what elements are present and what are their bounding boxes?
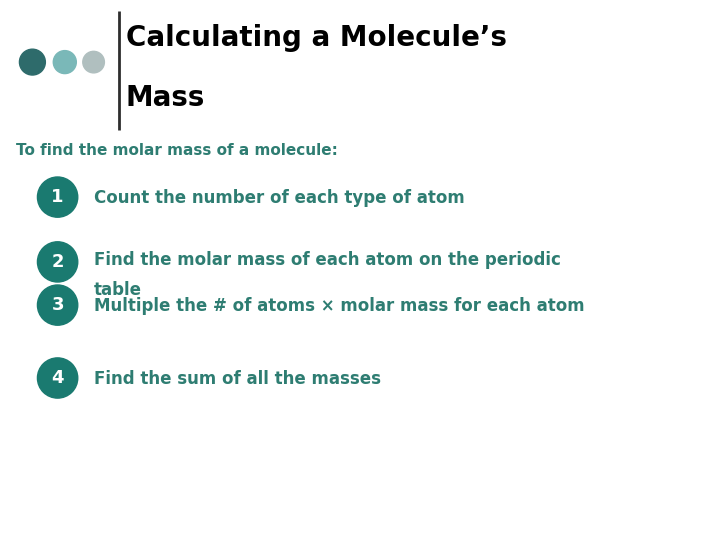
Ellipse shape bbox=[37, 177, 78, 217]
Text: Find the sum of all the masses: Find the sum of all the masses bbox=[94, 370, 381, 388]
Text: To find the molar mass of a molecule:: To find the molar mass of a molecule: bbox=[16, 143, 338, 158]
Text: 4: 4 bbox=[51, 369, 64, 387]
Ellipse shape bbox=[19, 49, 45, 75]
Text: 1: 1 bbox=[51, 188, 64, 206]
Text: Calculating a Molecule’s: Calculating a Molecule’s bbox=[126, 24, 507, 52]
Ellipse shape bbox=[53, 51, 76, 73]
Text: Find the molar mass of each atom on the periodic: Find the molar mass of each atom on the … bbox=[94, 251, 560, 269]
Ellipse shape bbox=[37, 285, 78, 325]
Text: Multiple the # of atoms × molar mass for each atom: Multiple the # of atoms × molar mass for… bbox=[94, 297, 584, 315]
Text: table: table bbox=[94, 281, 142, 299]
Text: 2: 2 bbox=[51, 253, 64, 271]
Ellipse shape bbox=[37, 358, 78, 398]
Text: Mass: Mass bbox=[126, 84, 205, 112]
Ellipse shape bbox=[37, 242, 78, 282]
Text: Count the number of each type of atom: Count the number of each type of atom bbox=[94, 189, 464, 207]
Ellipse shape bbox=[83, 51, 104, 73]
Text: 3: 3 bbox=[51, 296, 64, 314]
